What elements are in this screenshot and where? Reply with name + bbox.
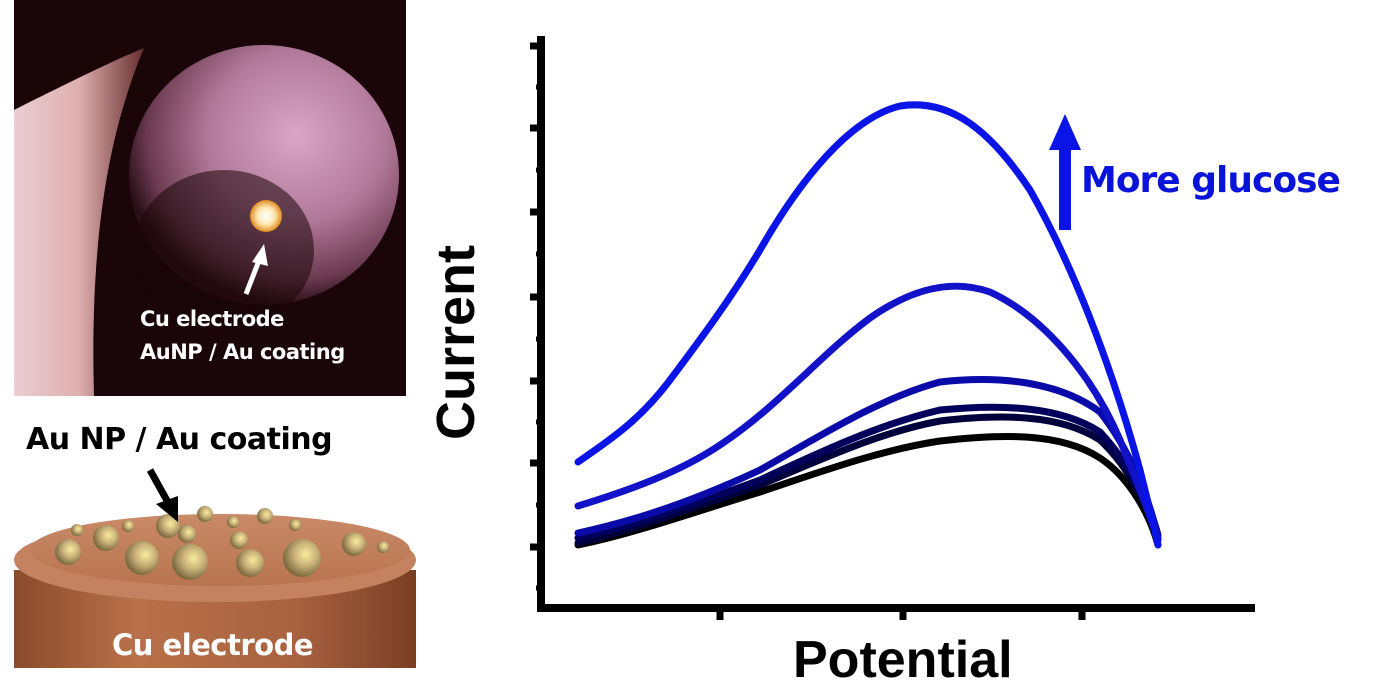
up-arrow-icon (1049, 114, 1081, 230)
white-arrow-icon (243, 244, 268, 295)
electrode-label: Cu electrode (112, 628, 314, 662)
curve-level-5 (574, 282, 1162, 544)
photo-caption-line1: Cu electrode (140, 307, 284, 331)
photo-caption-line2: AuNP / Au coating (140, 340, 345, 364)
curve-level-3 (574, 403, 1162, 542)
curve-level-2 (574, 413, 1162, 547)
x-ticks (716, 608, 1086, 620)
electrode-diagram: Au NP / Au coating Cu electrode (10, 410, 420, 680)
y-minor-ticks (536, 84, 541, 591)
gold-nanoparticles (55, 506, 389, 580)
curve-level-6 (574, 101, 1162, 549)
curve-level-1 (574, 432, 1162, 549)
photo-image (14, 0, 406, 396)
y-axis-label: Current (426, 244, 486, 440)
x-axis-label: Potential (793, 631, 1013, 689)
diagram-title: Au NP / Au coating (26, 422, 333, 457)
y-axis (530, 36, 545, 612)
black-arrow-icon (146, 468, 178, 522)
electrode-illustration (14, 468, 416, 668)
data-curves (574, 101, 1162, 549)
y-ticks (530, 42, 541, 551)
electrode-photo: Cu electrode AuNP / Au coating (14, 0, 406, 396)
photo-caption: Cu electrode AuNP / Au coating (140, 303, 345, 369)
more-glucose-annotation: More glucose (1081, 160, 1341, 201)
x-axis (537, 604, 1255, 620)
